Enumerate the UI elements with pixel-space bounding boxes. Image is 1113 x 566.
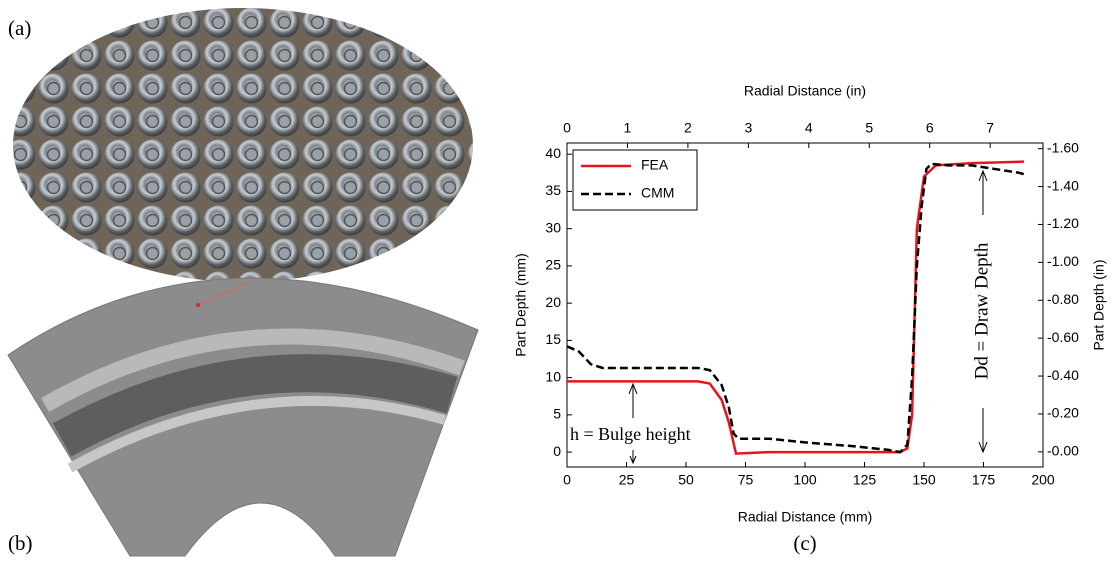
x2-tick-label: 6 [926,120,934,136]
x-axis-label: Radial Distance (mm) [738,509,873,525]
legend-box [572,149,698,211]
y-tick-label: 5 [553,406,561,422]
x2-tick-label: 5 [865,120,873,136]
x-tick-label: 25 [619,472,635,488]
panel-b-image [7,277,479,557]
y-tick-label: 30 [545,219,561,235]
y2-tick-label: -1.20 [1047,215,1079,231]
annotation: h = Bulge height [570,424,691,444]
x2-tick-label: 4 [805,120,813,136]
line [566,162,1025,454]
x-tick-label: 175 [972,472,996,488]
x2-tick-label: 3 [744,120,752,136]
x2-tick-label: 1 [624,120,632,136]
x2-tick-label: 2 [684,120,692,136]
x-tick-label: 0 [563,472,571,488]
x2-tick-label: 0 [563,120,571,136]
y2-tick-label: -1.60 [1047,139,1079,155]
annotation: Dd = Draw Depth [971,242,992,379]
y-axis-label: Part Depth (mm) [513,253,529,356]
legend-label: CMM [641,185,674,201]
x-tick-label: 50 [678,472,694,488]
y-tick-label: 40 [545,145,561,161]
x-tick-label: 75 [738,472,754,488]
y-tick-label: 0 [553,443,561,459]
y-tick-label: 15 [545,331,561,347]
annotation-h [628,382,638,465]
y2-tick-label: -0.60 [1047,329,1079,345]
annotation-dd [978,169,988,454]
x2-axis-label: Radial Distance (in) [744,83,866,99]
y-tick-label: 20 [545,294,561,310]
y-tick-label: 35 [545,182,561,198]
x2-tick-label: 7 [986,120,994,136]
x-tick-label: 125 [853,472,877,488]
x-tick-label: 200 [1031,472,1055,488]
x-tick-label: 150 [912,472,936,488]
x-tick-label: 100 [793,472,817,488]
line [567,160,1024,455]
y2-tick-label: -0.40 [1047,367,1079,383]
legend-label: FEA [641,157,669,173]
y2-tick-label: -1.00 [1047,253,1079,269]
panel-label: (c) [793,531,816,555]
y2-tick-label: -1.40 [1047,177,1079,193]
panel-a-image [13,8,473,282]
y2-tick-label: -0.80 [1047,291,1079,307]
y2-tick-label: -0.20 [1047,405,1079,421]
y-tick-label: 10 [545,368,561,384]
panel-label: (b) [8,531,33,555]
y2-axis-label: Part Depth (in) [1091,259,1107,350]
y2-tick-label: -0.00 [1047,443,1079,459]
panel-label: (a) [8,16,31,40]
y-tick-label: 25 [545,257,561,273]
